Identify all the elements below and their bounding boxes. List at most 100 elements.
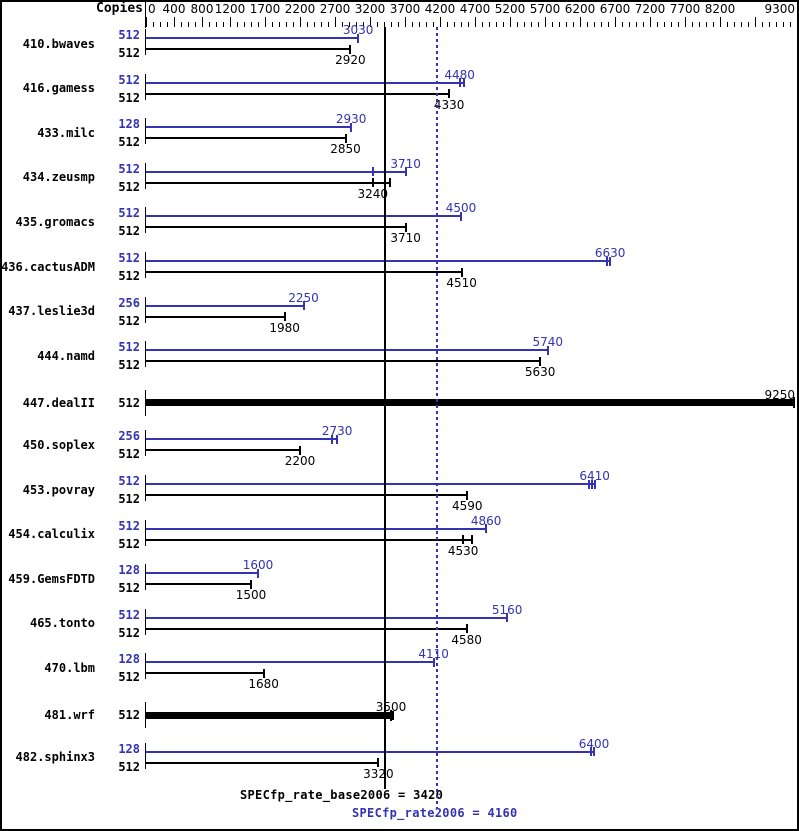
- benchmark-label: 444.namd: [37, 348, 95, 363]
- copies-value: 512: [118, 358, 140, 373]
- run-mark-tick: [462, 78, 465, 88]
- bar-end-cap: [546, 345, 549, 355]
- axis-tick: [698, 22, 700, 27]
- copies-value: 512: [118, 251, 140, 265]
- copies-value: 512: [118, 90, 140, 105]
- axis-tick: [523, 22, 525, 27]
- axis-tick: [761, 22, 763, 27]
- axis-tick: [285, 22, 287, 27]
- bar-end-cap: [349, 44, 352, 54]
- copies-value: 512: [118, 581, 140, 596]
- axis-label: 1700: [249, 2, 281, 16]
- axis-tick: [572, 22, 574, 27]
- bar-value-label: 4110: [418, 647, 449, 662]
- axis-label: 3200: [354, 2, 386, 16]
- axis-tick: [390, 22, 392, 27]
- axis-tick: [754, 17, 756, 27]
- axis-tick: [481, 22, 483, 27]
- copies-value: 512: [118, 670, 140, 685]
- bar-value-label: 4330: [433, 97, 465, 112]
- axis-tick: [187, 22, 189, 27]
- axis-tick: [747, 22, 749, 27]
- benchmark-label: 465.tonto: [29, 616, 95, 631]
- copies-value: 128: [118, 563, 140, 578]
- axis-tick: [495, 22, 497, 27]
- run-mark-tick: [589, 747, 592, 757]
- axis-tick: [621, 22, 623, 27]
- bar-value-label: 4500: [445, 201, 477, 216]
- axis-tick: [306, 22, 308, 27]
- axis-tick: [334, 17, 336, 27]
- axis-tick: [460, 22, 462, 27]
- axis-tick: [355, 22, 357, 27]
- axis-tick: [579, 17, 581, 27]
- axis-tick: [271, 22, 273, 27]
- bar-end-cap: [792, 397, 795, 409]
- bar-value-label: 1680: [248, 677, 279, 692]
- bar-end-cap: [448, 89, 451, 99]
- result-bar: [146, 711, 394, 719]
- bar-value-label: 1600: [242, 558, 274, 573]
- copies-value: 128: [118, 652, 140, 667]
- bar-end-cap: [350, 122, 353, 132]
- axis-origin-line: [145, 0, 146, 28]
- benchmark-label: 410.bwaves: [22, 36, 95, 51]
- result-bar: [146, 181, 390, 184]
- axis-tick: [614, 17, 616, 27]
- axis-tick: [292, 22, 294, 27]
- axis-tick: [733, 22, 735, 27]
- axis-tick: [789, 22, 791, 27]
- axis-tick: [768, 22, 770, 27]
- axis-tick: [467, 22, 469, 27]
- axis-tick: [453, 22, 455, 27]
- copies-value: 512: [118, 28, 140, 42]
- bar-end-cap: [344, 133, 347, 143]
- axis-tick: [502, 22, 504, 27]
- axis-tick: [775, 22, 777, 27]
- copies-value: 512: [118, 340, 140, 355]
- base-mean-reference-line: [384, 27, 387, 789]
- axis-label: 6700: [599, 2, 631, 16]
- bar-value-label: 5740: [532, 335, 564, 350]
- axis-tick: [362, 22, 364, 27]
- axis-tick: [726, 22, 728, 27]
- axis-tick: [782, 22, 784, 27]
- benchmark-label: 459.GemsFDTD: [8, 571, 95, 586]
- bar-end-cap: [371, 178, 374, 188]
- result-bar: [146, 661, 434, 664]
- copies-value: 512: [118, 46, 140, 60]
- bar-value-label: 1500: [235, 588, 267, 603]
- bar-end-cap: [460, 211, 462, 221]
- bar-axis-segment: [145, 519, 146, 546]
- bar-axis-segment: [145, 608, 146, 635]
- copies-value: 512: [118, 447, 140, 462]
- bar-axis-segment: [145, 118, 146, 145]
- result-bar: [146, 260, 611, 262]
- axis-label: 2700: [319, 2, 351, 16]
- bar-axis-segment: [145, 475, 146, 501]
- bar-end-cap: [390, 709, 392, 721]
- axis-tick: [656, 22, 658, 27]
- bar-end-cap: [283, 312, 286, 322]
- axis-tick: [229, 17, 231, 27]
- bar-end-cap: [257, 568, 259, 578]
- result-bar: [146, 37, 359, 39]
- run-mark-tick: [605, 256, 608, 266]
- axis-tick: [215, 22, 217, 27]
- bar-axis-segment: [145, 702, 146, 728]
- result-bar: [146, 672, 264, 675]
- bar-value-label: 3710: [390, 156, 421, 171]
- axis-tick: [719, 17, 721, 27]
- axis-label: 6200: [564, 2, 596, 16]
- result-bar: [146, 449, 300, 452]
- axis-tick: [684, 17, 686, 27]
- axis-tick: [537, 22, 539, 27]
- axis-tick: [425, 22, 427, 27]
- bar-value-label: 4510: [446, 276, 477, 290]
- benchmark-label: 450.soplex: [22, 437, 95, 452]
- bar-end-cap: [336, 434, 339, 444]
- result-bar: [146, 48, 351, 50]
- bar-value-label: 2250: [288, 290, 319, 305]
- axis-label: 800: [190, 2, 214, 16]
